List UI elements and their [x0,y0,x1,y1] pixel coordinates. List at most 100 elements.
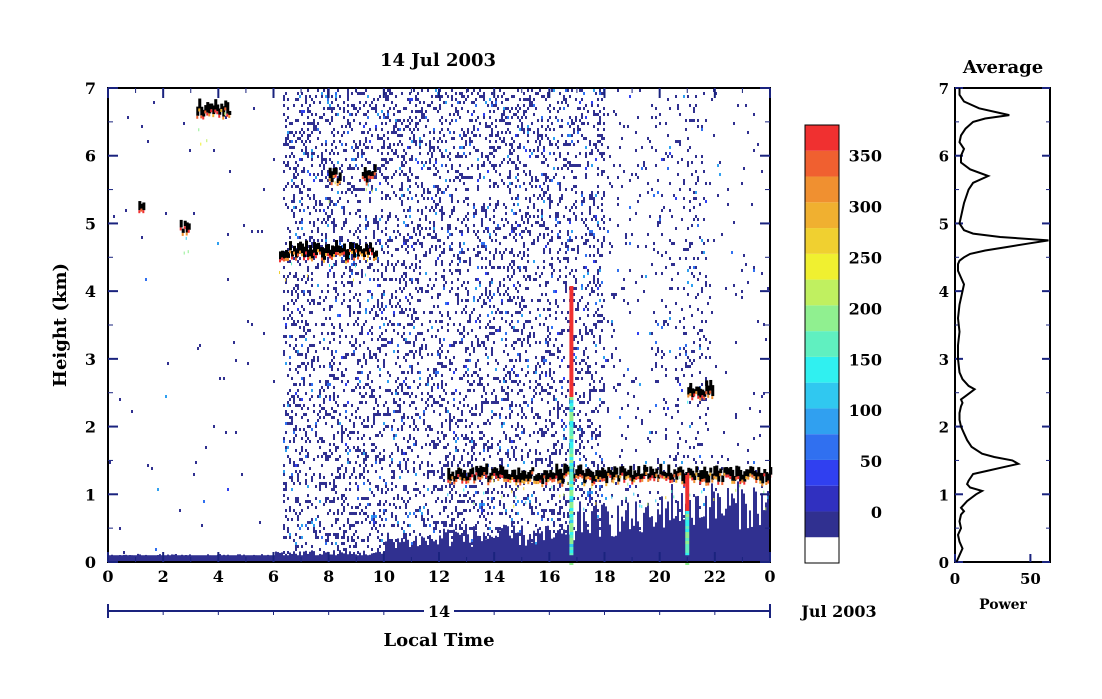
heatmap-speckle [499,227,501,230]
heatmap-speckle [511,425,513,428]
heatmap-speckle [383,116,385,119]
heatmap-speckle [439,347,441,350]
heatmap-speckle [311,545,313,548]
heatmap-speckle [523,251,525,254]
heatmap-speckle [445,119,447,122]
heatmap-speckle [461,176,463,179]
heatmap-speckle [525,374,527,377]
heatmap-speckle [449,317,451,320]
heatmap-speckle [347,401,349,404]
heatmap-speckle [337,509,339,512]
heatmap-speckle [465,371,467,374]
heatmap-speckle [467,320,469,323]
heatmap-speckle [327,332,329,335]
heatmap-speckle [485,398,487,401]
heatmap-speckle [363,458,365,461]
heatmap-speckle [561,119,563,122]
heatmap-speckle [505,416,507,419]
heatmap-speckle [509,404,511,407]
heatmap-speckle [295,548,297,551]
heatmap-speckle [465,287,467,290]
heatmap-speckle [331,365,333,368]
heatmap-speckle [455,491,457,494]
heatmap-speckle [443,287,445,290]
heatmap-speckle [565,242,567,245]
heatmap-speckle [517,173,519,176]
heatmap-speckle [533,104,535,107]
heatmap-speckle [477,521,479,524]
heatmap-speckle [489,290,491,293]
heatmap-speckle [353,107,355,110]
heatmap-speckle [443,506,445,509]
heatmap-speckle [459,230,461,233]
heatmap-speckle [511,344,513,347]
heatmap-speckle [307,350,309,353]
heatmap-speckle [537,512,539,515]
heatmap-speckle [501,299,503,302]
heatmap-speckle [579,410,581,413]
heatmap-speckle [463,152,465,155]
heatmap-speckle [489,140,491,143]
heatmap-speckle [441,320,443,323]
heatmap-speckle [317,266,319,269]
heatmap-speckle [357,551,359,554]
heatmap-speckle [307,527,309,530]
heatmap-speckle [383,503,385,506]
heatmap-speckle [497,362,499,365]
heatmap-speckle [339,242,341,245]
heatmap-speckle [441,227,443,230]
heatmap-speckle [385,413,387,416]
heatmap-speckle [367,419,369,422]
heatmap-speckle [291,335,293,338]
heatmap-speckle [409,191,411,194]
heatmap-speckle [551,326,553,329]
heatmap-speckle [415,338,417,341]
heatmap-speckle [517,329,519,332]
heatmap-speckle [497,200,499,203]
heatmap-speckle [333,416,335,419]
heatmap-speckle [383,458,385,461]
heatmap-speckle [503,224,505,227]
heatmap-speckle [419,272,421,275]
heatmap-speckle [553,176,555,179]
heatmap-speckle [525,416,527,419]
heatmap-speckle [559,248,561,251]
heatmap-speckle [463,500,465,503]
heatmap-speckle [407,341,409,344]
heatmap-speckle [515,107,517,110]
heatmap-speckle [377,302,379,305]
heatmap-speckle [381,518,383,521]
heatmap-speckle [467,299,469,302]
heatmap-speckle [287,446,289,449]
heatmap-speckle [469,425,471,428]
heatmap-speckle [297,185,299,188]
heatmap-speckle [491,401,493,404]
heatmap-speckle [519,338,521,341]
heatmap-speckle [321,245,323,248]
heatmap-speckle [485,266,487,269]
heatmap-speckle [529,215,531,218]
heatmap-speckle [555,317,557,320]
heatmap-speckle [439,512,441,515]
heatmap-speckle [347,452,349,455]
heatmap-speckle [517,146,519,149]
heatmap-speckle [439,320,441,323]
heatmap-speckle [523,182,525,185]
heatmap-speckle [285,125,287,128]
heatmap-speckle [557,410,559,413]
heatmap-speckle [379,95,381,98]
heatmap-speckle [283,170,285,173]
heatmap-speckle [563,257,565,260]
heatmap-speckle [465,437,467,440]
heatmap-speckle [539,392,541,395]
heatmap-speckle [473,494,475,497]
heatmap-speckle [477,92,479,95]
heatmap-speckle [355,107,357,110]
heatmap-speckle [519,185,521,188]
heatmap-speckle [565,407,567,410]
heatmap-speckle [563,434,565,437]
heatmap-speckle [507,98,509,101]
heatmap-speckle [383,344,385,347]
heatmap-speckle [429,320,431,323]
heatmap-speckle [537,383,539,386]
